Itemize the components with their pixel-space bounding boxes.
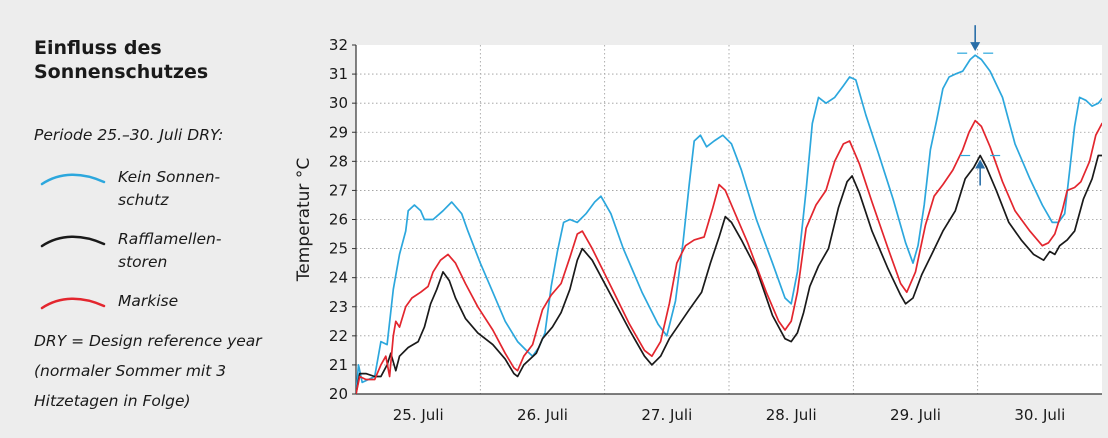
y-tick-label: 32 xyxy=(329,36,348,54)
series-line-2 xyxy=(356,119,1102,394)
x-tick-label: 28. Juli xyxy=(766,406,817,424)
y-tick-label: 29 xyxy=(329,123,348,141)
peak-arrow-head xyxy=(975,159,986,169)
dry-note: DRY = Design reference year (normaler So… xyxy=(34,332,262,410)
legend-item-markise: Markise xyxy=(40,288,280,348)
x-tick-label: 27. Juli xyxy=(641,406,692,424)
y-tick-label: 24 xyxy=(329,269,348,287)
y-tick-label: 28 xyxy=(329,152,348,170)
y-tick-label: 20 xyxy=(329,385,348,403)
y-tick-label: 30 xyxy=(329,94,348,112)
legend-label-rafflamellenstoren: Rafflamellen- storen xyxy=(118,230,222,271)
legend-swatch-red xyxy=(40,297,106,310)
temperature-chart: 20 21 22 23 24 25 26 27 28 29 30 31 32 25. Juli 26. Ju… xyxy=(294,25,1102,424)
y-tick-label: 21 xyxy=(329,356,348,374)
legend-item-kein-sonnenschutz: Kein Sonnen- schutz xyxy=(40,164,280,224)
chart-title: Einfluss des Sonnenschutzes xyxy=(34,37,209,83)
y-tick-label: 31 xyxy=(329,65,348,83)
period-label: Periode 25.–30. Juli DRY: xyxy=(34,126,224,144)
y-tick-label: 26 xyxy=(329,211,348,229)
series-line-0 xyxy=(356,54,1102,394)
x-tick-label: 25. Juli xyxy=(393,406,444,424)
y-tick-label: 23 xyxy=(329,298,348,316)
chart-sidebar: Einfluss des Sonnenschutzes Periode 25.–… xyxy=(0,0,280,438)
legend-swatch-blue xyxy=(40,173,106,186)
y-tick-label: 25 xyxy=(329,240,348,258)
y-tick-label: 22 xyxy=(329,327,348,345)
legend-item-rafflamellenstoren: Rafflamellen- storen xyxy=(40,226,280,286)
y-tick-label: 27 xyxy=(329,181,348,199)
y-axis-label: Temperatur °C xyxy=(294,158,314,282)
series-line-1 xyxy=(356,154,1102,394)
x-tick-label: 29. Juli xyxy=(890,406,941,424)
legend-label-markise: Markise xyxy=(118,292,179,310)
legend-swatch-black xyxy=(40,235,106,248)
legend-label-kein-sonnenschutz: Kein Sonnen- schutz xyxy=(118,168,221,209)
peak-arrow-head xyxy=(970,42,981,52)
x-tick-label: 30. Juli xyxy=(1014,406,1065,424)
x-tick-label: 26. Juli xyxy=(517,406,568,424)
